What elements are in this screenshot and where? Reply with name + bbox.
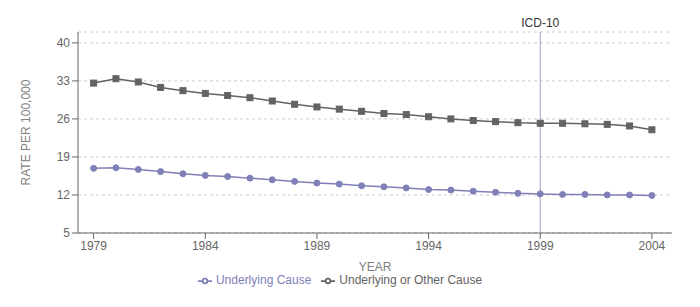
svg-text:26: 26 <box>57 112 71 126</box>
svg-text:1999: 1999 <box>527 239 554 253</box>
svg-text:40: 40 <box>57 36 71 50</box>
svg-text:2004: 2004 <box>639 239 666 253</box>
svg-text:1994: 1994 <box>415 239 442 253</box>
svg-text:YEAR: YEAR <box>359 260 392 274</box>
svg-text:1979: 1979 <box>80 239 107 253</box>
svg-text:1989: 1989 <box>304 239 331 253</box>
svg-text:5: 5 <box>63 226 70 240</box>
svg-text:12: 12 <box>57 188 71 202</box>
svg-text:33: 33 <box>57 74 71 88</box>
html-text:Underlying Cause: Underlying Cause <box>215 273 312 287</box>
html-text:Underlying or Other Cause: Underlying or Other Cause <box>339 273 483 287</box>
svg-text:19: 19 <box>57 150 71 164</box>
svg-text:RATE PER 100,000: RATE PER 100,000 <box>19 79 33 185</box>
svg-text:1984: 1984 <box>192 239 219 253</box>
svg-text:ICD-10: ICD-10 <box>521 16 559 30</box>
